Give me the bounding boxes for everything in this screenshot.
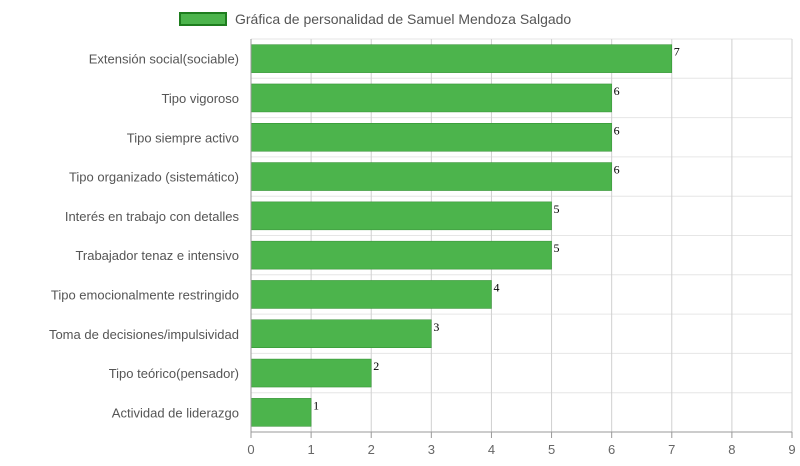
bar (250, 162, 612, 191)
x-tick-label: 5 (548, 442, 555, 457)
bar (250, 83, 612, 113)
category-label: Interés en trabajo con detalles (65, 209, 240, 224)
data-label: 6 (614, 123, 620, 137)
data-label: 3 (433, 320, 439, 334)
category-label: Tipo emocionalmente restringido (51, 287, 239, 302)
x-tick-label: 4 (488, 442, 495, 457)
data-label: 4 (493, 280, 499, 294)
legend-swatch (179, 12, 227, 26)
x-tick-label: 8 (728, 442, 735, 457)
data-label: 2 (373, 359, 379, 373)
bar (250, 280, 492, 309)
category-label: Tipo siempre activo (127, 130, 239, 145)
data-label: 6 (614, 163, 620, 177)
x-tick-label: 2 (368, 442, 375, 457)
bar (250, 123, 612, 152)
bar (250, 358, 372, 388)
category-label: Toma de decisiones/impulsividad (49, 327, 239, 342)
bar (250, 201, 552, 231)
x-tick-label: 1 (307, 442, 314, 457)
category-label: Tipo vigoroso (161, 91, 239, 106)
data-label: 6 (614, 84, 620, 98)
bar (250, 44, 673, 73)
chart-legend[interactable]: Gráfica de personalidad de Samuel Mendoz… (179, 9, 571, 29)
bar (250, 398, 312, 427)
legend-label: Gráfica de personalidad de Samuel Mendoz… (235, 11, 572, 27)
bar (250, 319, 432, 348)
bar (250, 240, 552, 270)
x-tick-label: 7 (668, 442, 675, 457)
x-tick-label: 9 (788, 442, 795, 457)
category-label: Tipo organizado (sistemático) (69, 170, 239, 185)
data-label: 1 (313, 398, 319, 412)
x-tick-label: 6 (608, 442, 615, 457)
category-label: Trabajador tenaz e intensivo (75, 248, 239, 263)
category-label: Actividad de liderazgo (112, 405, 239, 420)
data-label: 7 (674, 45, 680, 59)
x-tick-label: 0 (247, 442, 254, 457)
category-label: Extensión social(sociable) (89, 52, 239, 67)
data-label: 5 (554, 202, 560, 216)
x-tick-label: 3 (428, 442, 435, 457)
category-label: Tipo teórico(pensador) (109, 366, 239, 381)
data-label: 5 (554, 241, 560, 255)
